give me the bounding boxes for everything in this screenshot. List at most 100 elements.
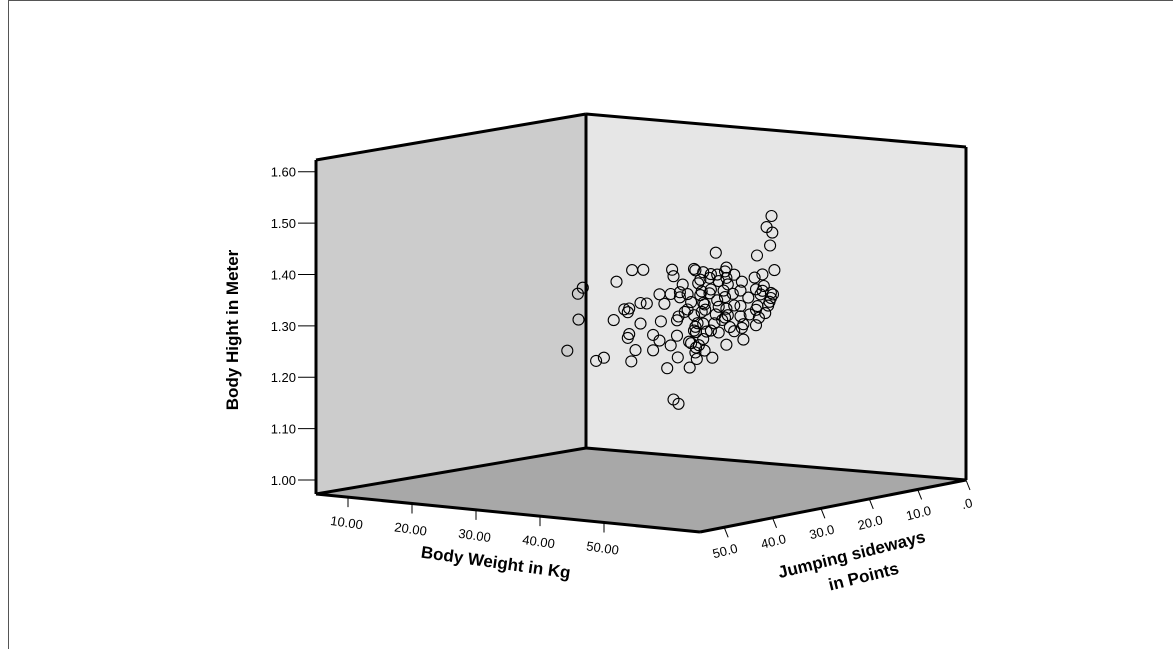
data-point — [634, 296, 647, 310]
data-point — [658, 297, 671, 310]
data-point — [697, 296, 710, 310]
data-point — [756, 268, 769, 281]
data-point — [670, 329, 684, 342]
data-point — [721, 309, 734, 322]
data-point — [607, 314, 620, 327]
data-point — [623, 328, 636, 341]
data-point — [764, 239, 777, 252]
data-point — [721, 278, 734, 291]
data-point — [597, 351, 610, 364]
data-point — [737, 318, 750, 331]
z-tick-mark — [868, 498, 874, 510]
box-edge — [315, 112, 587, 162]
data-point — [748, 271, 761, 284]
data-point — [689, 341, 703, 354]
y-tick-label: 1.00 — [271, 473, 296, 488]
data-point — [712, 300, 725, 313]
data-point — [667, 270, 680, 283]
data-point — [618, 303, 631, 316]
z-tick-label: 20.0 — [856, 512, 884, 533]
data-point — [697, 332, 710, 346]
z-tick-label: .0 — [960, 495, 974, 512]
data-point — [757, 279, 770, 293]
data-point — [765, 209, 778, 223]
data-point — [766, 226, 779, 239]
chart-edges — [314, 112, 968, 534]
z-tick-label: 30.0 — [808, 522, 836, 543]
data-point — [666, 263, 679, 276]
z-tick-mark — [723, 527, 729, 538]
data-point — [704, 324, 717, 337]
data-point — [685, 296, 698, 309]
x-tick-label: 10.00 — [329, 513, 363, 532]
data-point — [689, 264, 702, 277]
data-point — [728, 299, 741, 312]
data-point — [735, 275, 748, 288]
y-tick-label: 1.10 — [271, 422, 296, 437]
data-point — [749, 303, 763, 316]
data-point — [734, 284, 747, 297]
box-edge — [699, 478, 967, 534]
y-tick-label: 1.30 — [271, 319, 296, 334]
data-point — [737, 333, 750, 346]
z-tick-mark — [820, 508, 826, 519]
data-point — [653, 334, 666, 347]
y-tick-label: 1.60 — [271, 165, 296, 180]
data-point — [749, 319, 763, 332]
data-point — [637, 263, 650, 276]
data-point — [661, 362, 674, 375]
y-axis-title: Body Hight in Meter — [223, 249, 242, 410]
data-point — [672, 397, 685, 410]
data-point — [750, 249, 764, 262]
data-point — [681, 288, 694, 301]
data-point — [676, 278, 689, 291]
y-tick-label: 1.20 — [271, 370, 296, 385]
data-point — [673, 291, 686, 304]
data-point — [720, 302, 733, 315]
data-point — [576, 281, 589, 294]
data-point — [703, 287, 716, 300]
box-edge — [585, 112, 967, 149]
data-point — [683, 361, 696, 374]
data-point — [610, 275, 623, 288]
x-tick-label: 50.00 — [585, 538, 619, 557]
data-point — [653, 288, 666, 301]
data-point — [711, 294, 724, 307]
data-point — [672, 310, 685, 323]
data-point — [728, 325, 741, 338]
data-point — [712, 326, 725, 339]
data-point — [723, 321, 736, 334]
data-point — [700, 325, 713, 338]
z-tick-mark — [772, 517, 778, 529]
data-point — [673, 286, 686, 299]
data-point — [712, 275, 725, 288]
data-point — [768, 264, 781, 277]
x-tick-label: 20.00 — [393, 519, 427, 538]
chart-frame — [8, 0, 1173, 649]
data-point — [699, 303, 712, 316]
data-point — [698, 298, 711, 311]
data-point — [695, 305, 708, 318]
data-point — [621, 306, 634, 319]
data-point — [720, 261, 733, 274]
z-tick-label: 40.0 — [759, 531, 787, 552]
z-tick-label: 50.0 — [711, 541, 739, 562]
data-point — [718, 291, 732, 304]
data-point — [654, 315, 667, 328]
data-point — [720, 338, 733, 351]
data-point — [689, 320, 702, 333]
data-point — [718, 311, 732, 324]
y-tick-label: 1.50 — [271, 216, 296, 231]
data-points — [561, 209, 781, 410]
chart-walls — [316, 114, 966, 532]
data-point — [734, 310, 747, 323]
x-tick-label: 40.00 — [521, 532, 555, 551]
box-edge — [315, 446, 587, 496]
data-point — [704, 268, 717, 281]
data-point — [572, 313, 585, 326]
data-point — [717, 284, 730, 297]
data-point — [706, 351, 719, 364]
data-point — [752, 311, 765, 324]
data-point — [625, 355, 638, 368]
